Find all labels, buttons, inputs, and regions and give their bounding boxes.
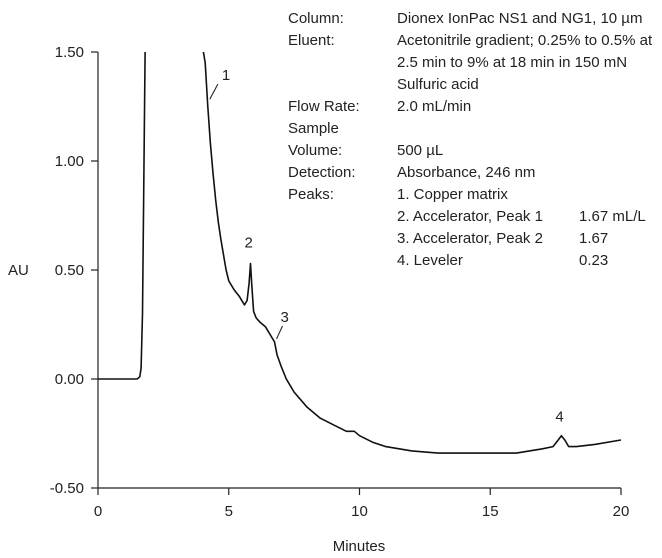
flow-rate-label: Flow Rate:: [288, 98, 360, 115]
peaks-row: Peaks: 1. Copper matrix 2. Accelerator, …: [288, 184, 662, 272]
column-label: Column:: [288, 10, 344, 27]
volume-row: Volume: 500 µL: [288, 140, 662, 162]
tick-group: 0 5 10 15 20 -0.50 0.00 0.50 1.00 1.50: [50, 44, 630, 520]
y-tick-label: 1.00: [55, 153, 84, 170]
x-tick-label: 15: [482, 503, 499, 520]
peak-row: 1. Copper matrix: [288, 184, 662, 206]
peaks-label: Peaks:: [288, 186, 334, 203]
x-tick-label: 5: [225, 503, 233, 520]
y-axis-title: AU: [8, 262, 29, 279]
y-tick-label: 1.50: [55, 44, 84, 61]
y-tick-label: 0.50: [55, 262, 84, 279]
x-tick-label: 0: [94, 503, 102, 520]
peak-annotations: 1 2 3 4: [209, 67, 564, 426]
y-tick-label: -0.50: [50, 480, 84, 497]
flow-rate-row: Flow Rate: 2.0 mL/min: [288, 96, 662, 118]
peak-label: 1: [222, 67, 230, 84]
peak-concentration: 1.67: [579, 230, 609, 247]
peak-row: 4. Leveler 0.23: [288, 250, 662, 272]
method-info-panel: Column: Dionex IonPac NS1 and NG1, 10 µm…: [288, 8, 662, 272]
x-tick-label: 20: [613, 503, 630, 520]
peak-leader-line: [209, 83, 219, 100]
eluent-row: Eluent: Acetonitrile gradient; 0.25% to …: [288, 30, 662, 96]
y-tick-label: 0.00: [55, 371, 84, 388]
volume-label: Volume:: [288, 142, 343, 159]
sample-row: Sample: [288, 118, 662, 140]
peak-leader-line: [276, 325, 284, 340]
peak-row: 2. Accelerator, Peak 1 1.67 mL/L: [288, 206, 662, 228]
detection-value: Absorbance, 246 nm: [397, 164, 536, 181]
peak-label: 4: [555, 409, 563, 426]
sample-label: Sample: [288, 120, 339, 137]
peak-row: 3. Accelerator, Peak 2 1.67: [288, 228, 662, 250]
column-value: Dionex IonPac NS1 and NG1, 10 µm: [397, 10, 643, 27]
peak-name: 3. Accelerator, Peak 2: [397, 230, 543, 247]
x-tick-label: 10: [351, 503, 368, 520]
eluent-value: Acetonitrile gradient; 0.25% to 0.5% at …: [397, 32, 653, 93]
column-row: Column: Dionex IonPac NS1 and NG1, 10 µm: [288, 8, 662, 30]
detection-row: Detection: Absorbance, 246 nm: [288, 162, 662, 184]
peak-label: 2: [244, 234, 252, 251]
peak-concentration: 1.67 mL/L: [579, 208, 646, 225]
volume-value: 500 µL: [397, 142, 444, 159]
peak-name: 2. Accelerator, Peak 1: [397, 208, 543, 225]
peak-label: 3: [281, 309, 289, 326]
peaks-list: 1. Copper matrix 2. Accelerator, Peak 1 …: [288, 184, 662, 272]
eluent-label: Eluent:: [288, 32, 335, 49]
chromatogram-trace: [98, 52, 621, 454]
detection-label: Detection:: [288, 164, 356, 181]
plot-area: [98, 52, 621, 454]
peak-name: 1. Copper matrix: [397, 186, 508, 203]
peak-name: 4. Leveler: [397, 252, 463, 269]
flow-rate-value: 2.0 mL/min: [397, 98, 472, 115]
x-axis-title: Minutes: [333, 538, 386, 555]
peak-concentration: 0.23: [579, 252, 609, 269]
